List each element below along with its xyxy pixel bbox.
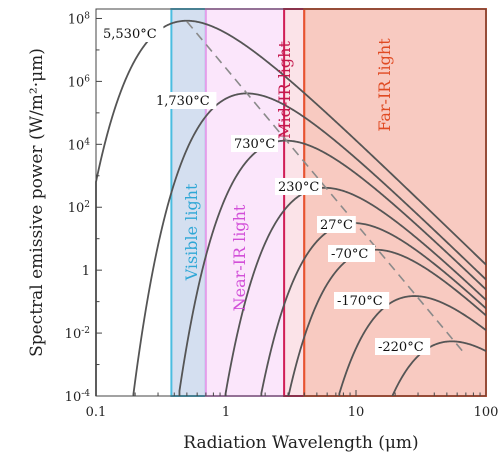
x-axis-label: Radiation Wavelength (μm) (183, 433, 418, 453)
curve-label-bg (334, 292, 390, 309)
curve-label-bg (100, 25, 164, 42)
curve-70-c (287, 248, 487, 396)
y-tick-label: 106 (68, 74, 91, 90)
region-near-ir-light (204, 8, 286, 397)
plot-frame (95, 8, 487, 397)
curve-label-bg (153, 92, 217, 109)
curve-label-170-c: -170°C (337, 294, 383, 309)
y-axis-label: Spectral emissive power (W/m²·μm) (27, 48, 47, 357)
x-tick-label: 100 (474, 405, 499, 420)
y-tick-label: 10-4 (65, 389, 91, 405)
spectral-regions (170, 8, 487, 397)
y-tick-label: 10-2 (65, 326, 90, 342)
curve-label-5-530-c: 5,530°C (103, 27, 157, 42)
curve-label-1-730-c: 1,730°C (156, 94, 210, 109)
emission-curves (95, 19, 487, 397)
curve-220-c (391, 340, 487, 397)
curve-label-bg (231, 135, 278, 152)
curve-label-bg (375, 338, 431, 355)
region-label-visible-light: Visible light (182, 183, 201, 281)
wien-displacement-line (186, 21, 467, 356)
curve-label-bg (275, 178, 322, 195)
y-tick-label: 104 (68, 137, 91, 153)
curve-label-bg (328, 245, 375, 262)
curve-230-c (224, 186, 487, 396)
curve-label-27-c: 27°C (320, 218, 353, 233)
x-tick-label: 1 (222, 405, 230, 420)
curve-1-730-c (132, 92, 487, 396)
curve-label-220-c: -220°C (378, 340, 424, 355)
x-tick-label: 0.1 (86, 405, 107, 420)
axis-ticks: 0.1 1 10 100 10-4 10-2 1 102 104 106 108 (65, 11, 499, 420)
region-label-near-ir-light: Near-IR light (230, 204, 249, 311)
y-tick-label: 1 (82, 264, 90, 279)
y-tick-label: 102 (68, 200, 90, 216)
wien-line (186, 21, 467, 356)
curve-label-70-c: -70°C (331, 247, 368, 262)
region-label-far-ir-light: Far-IR light (375, 38, 394, 132)
curve-labels: 5,530°C 1,730°C 730°C 230°C 27°C -70°C -170°C -… (100, 25, 431, 355)
curve-label-230-c: 230°C (278, 180, 319, 195)
curve-label-bg (317, 216, 356, 233)
curve-27-c (260, 222, 487, 396)
x-tick-label: 10 (348, 405, 365, 420)
y-tick-label: 108 (68, 11, 91, 27)
region-far-ir-light (303, 8, 487, 397)
curve-label-730-c: 730°C (234, 137, 275, 152)
region-labels: Visible light Near-IR light Mid-IR light Fa… (182, 38, 394, 312)
region-label-mid-ir-light: Mid-IR light (275, 41, 294, 139)
curve-730-c (178, 139, 487, 396)
curve-170-c (338, 295, 487, 396)
